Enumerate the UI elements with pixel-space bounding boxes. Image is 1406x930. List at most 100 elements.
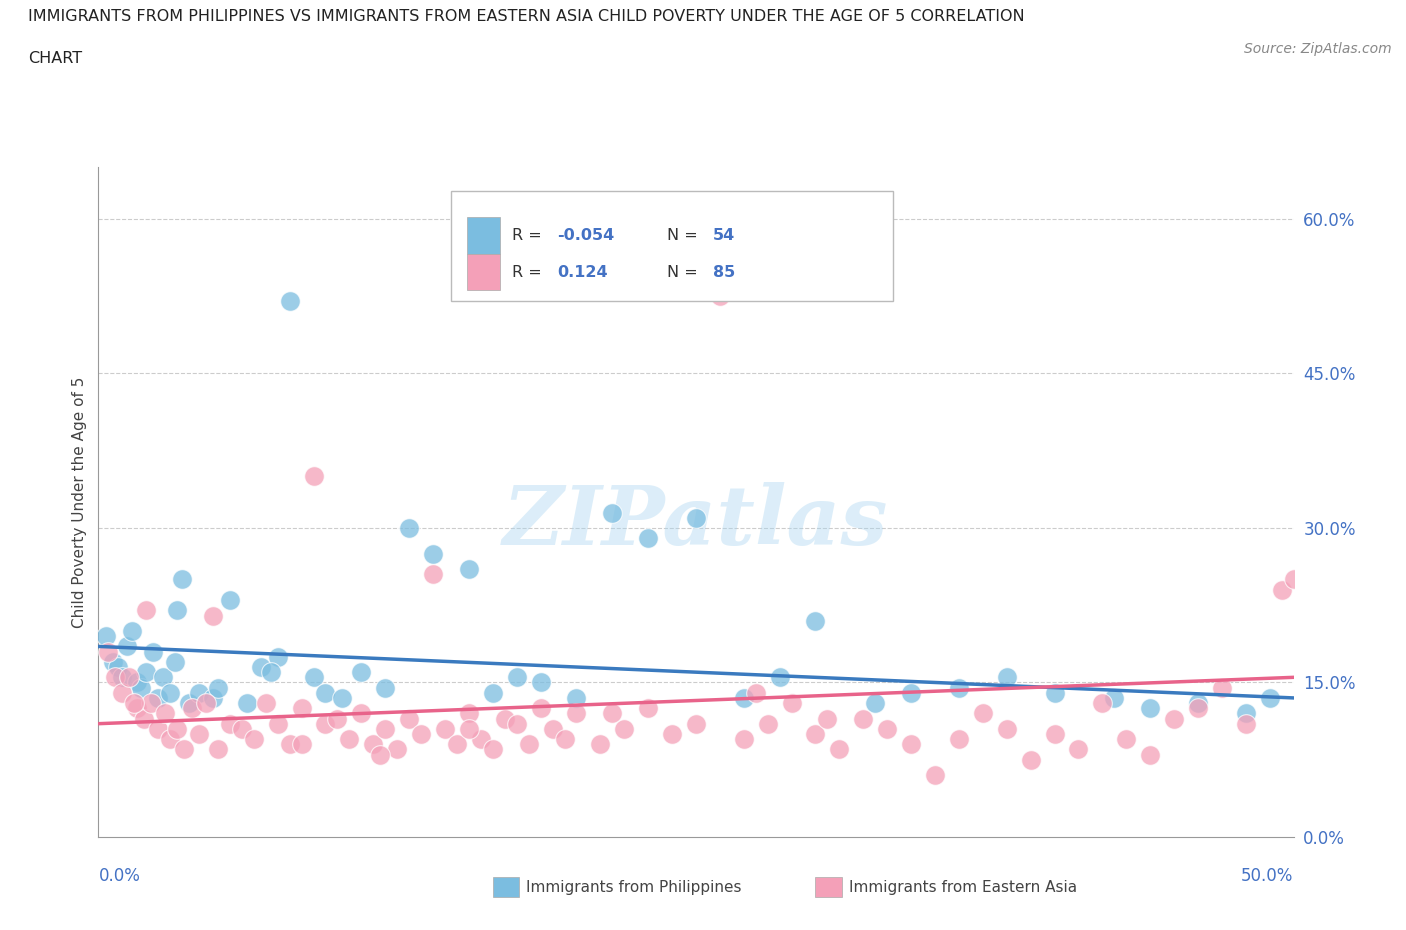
Point bbox=[602, 505, 624, 520]
Point bbox=[250, 659, 273, 674]
Point bbox=[315, 716, 337, 731]
Point bbox=[948, 732, 970, 747]
Point bbox=[152, 670, 174, 684]
Point bbox=[685, 716, 707, 731]
Point bbox=[613, 722, 636, 737]
Point bbox=[207, 742, 229, 757]
Point bbox=[125, 701, 148, 716]
Point bbox=[1102, 690, 1125, 705]
Point bbox=[1271, 582, 1294, 597]
Bar bbox=[467, 218, 501, 254]
Point bbox=[302, 670, 325, 684]
Point bbox=[179, 696, 201, 711]
Point bbox=[602, 706, 624, 721]
Point bbox=[637, 701, 659, 716]
Point bbox=[589, 737, 612, 751]
Text: Immigrants from Eastern Asia: Immigrants from Eastern Asia bbox=[849, 880, 1077, 895]
Point bbox=[1091, 696, 1114, 711]
Point bbox=[374, 680, 396, 695]
Point bbox=[131, 680, 153, 695]
Point bbox=[370, 747, 392, 762]
Point bbox=[166, 603, 188, 618]
Point bbox=[139, 696, 162, 711]
Point bbox=[350, 665, 373, 680]
Point bbox=[219, 716, 242, 731]
Point bbox=[254, 696, 277, 711]
Point bbox=[828, 742, 851, 757]
Point bbox=[163, 655, 186, 670]
Point bbox=[278, 737, 301, 751]
Point bbox=[733, 732, 755, 747]
Point bbox=[1163, 711, 1185, 726]
Point bbox=[118, 670, 141, 684]
Point bbox=[1211, 680, 1233, 695]
Point bbox=[457, 706, 479, 721]
Point bbox=[541, 722, 564, 737]
Point bbox=[290, 737, 312, 751]
Point bbox=[506, 716, 529, 731]
Point bbox=[339, 732, 360, 747]
Point bbox=[290, 701, 312, 716]
Point bbox=[101, 655, 124, 670]
Text: CHART: CHART bbox=[28, 51, 82, 66]
Point bbox=[529, 675, 551, 690]
Point bbox=[972, 706, 994, 721]
Bar bbox=[494, 877, 519, 897]
Point bbox=[180, 701, 202, 716]
Point bbox=[104, 670, 127, 684]
Point bbox=[187, 726, 209, 741]
Point bbox=[481, 685, 505, 700]
Point bbox=[398, 711, 420, 726]
Point bbox=[517, 737, 540, 751]
Point bbox=[481, 742, 505, 757]
Point bbox=[1115, 732, 1137, 747]
Text: 85: 85 bbox=[713, 264, 735, 280]
FancyBboxPatch shape bbox=[451, 191, 893, 301]
Point bbox=[107, 659, 129, 674]
Point bbox=[637, 531, 659, 546]
Point bbox=[385, 742, 409, 757]
Point bbox=[148, 690, 170, 705]
Point bbox=[302, 469, 325, 484]
Point bbox=[330, 690, 353, 705]
Point bbox=[863, 696, 887, 711]
Point bbox=[148, 722, 170, 737]
Point bbox=[733, 690, 755, 705]
Point bbox=[1139, 747, 1161, 762]
Point bbox=[411, 726, 433, 741]
Text: IMMIGRANTS FROM PHILIPPINES VS IMMIGRANTS FROM EASTERN ASIA CHILD POVERTY UNDER : IMMIGRANTS FROM PHILIPPINES VS IMMIGRANT… bbox=[28, 9, 1025, 24]
Point bbox=[111, 685, 134, 700]
Text: ZIPatlas: ZIPatlas bbox=[503, 483, 889, 563]
Point bbox=[804, 726, 827, 741]
Bar bbox=[815, 877, 842, 897]
Text: 0.0%: 0.0% bbox=[98, 867, 141, 885]
Point bbox=[1043, 726, 1066, 741]
Point bbox=[235, 696, 257, 711]
Point bbox=[948, 680, 970, 695]
Point bbox=[1187, 701, 1209, 716]
Point bbox=[350, 706, 373, 721]
Point bbox=[1234, 716, 1257, 731]
Point bbox=[900, 737, 922, 751]
Text: Source: ZipAtlas.com: Source: ZipAtlas.com bbox=[1244, 42, 1392, 56]
Point bbox=[494, 711, 516, 726]
Text: -0.054: -0.054 bbox=[557, 228, 614, 244]
Point bbox=[1234, 706, 1257, 721]
Point bbox=[231, 722, 253, 737]
Point bbox=[1067, 742, 1090, 757]
Point bbox=[202, 690, 225, 705]
Point bbox=[125, 675, 148, 690]
Point bbox=[219, 592, 242, 607]
Point bbox=[780, 696, 803, 711]
Point bbox=[398, 521, 420, 536]
Point bbox=[124, 696, 146, 711]
Point bbox=[995, 670, 1018, 684]
Point bbox=[142, 644, 165, 659]
Point bbox=[995, 722, 1018, 737]
Text: 0.124: 0.124 bbox=[557, 264, 607, 280]
Point bbox=[172, 572, 194, 587]
Point bbox=[1043, 685, 1066, 700]
Point bbox=[187, 685, 209, 700]
Point bbox=[529, 701, 551, 716]
Point bbox=[173, 742, 195, 757]
